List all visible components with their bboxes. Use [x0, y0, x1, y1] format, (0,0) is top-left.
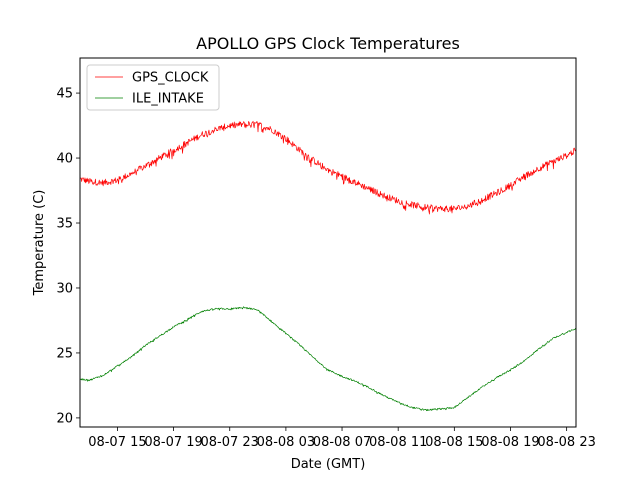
chart-title: APOLLO GPS Clock Temperatures: [196, 34, 460, 53]
y-tick-label: 30: [56, 281, 73, 296]
plot-frame: [79, 57, 577, 428]
legend-label: ILE_INTAKE: [132, 92, 204, 107]
x-tick-label: 08-08 23: [537, 435, 595, 450]
plot-area: [80, 58, 576, 427]
legend-label: GPS_CLOCK: [132, 71, 209, 86]
x-tick-label: 08-07 15: [88, 435, 146, 450]
series-layer: [79, 120, 577, 412]
x-tick-label: 08-07 19: [144, 435, 202, 450]
y-axis: 20 25 30 35 40 45: [56, 87, 80, 426]
y-tick-label: 20: [56, 411, 73, 426]
y-tick-label: 40: [56, 152, 73, 167]
series-line-gps-clock: [79, 120, 577, 215]
y-tick-label: 25: [56, 346, 73, 361]
y-tick-label: 35: [56, 217, 73, 232]
x-axis-label: Date (GMT): [291, 457, 366, 472]
legend-box: [86, 64, 220, 111]
x-tick-label: 08-08 11: [369, 435, 427, 450]
series-line-ile-intake: [79, 306, 577, 412]
x-tick-label: 08-08 15: [425, 435, 483, 450]
legend: GPS_CLOCK ILE_INTAKE: [86, 64, 220, 111]
x-tick-label: 08-08 19: [481, 435, 539, 450]
x-tick-label: 08-08 03: [257, 435, 315, 450]
y-axis-label: Temperature (C): [32, 190, 47, 297]
x-tick-label: 08-07 23: [201, 435, 259, 450]
x-tick-label: 08-08 07: [313, 435, 371, 450]
y-tick-label: 45: [56, 87, 73, 102]
